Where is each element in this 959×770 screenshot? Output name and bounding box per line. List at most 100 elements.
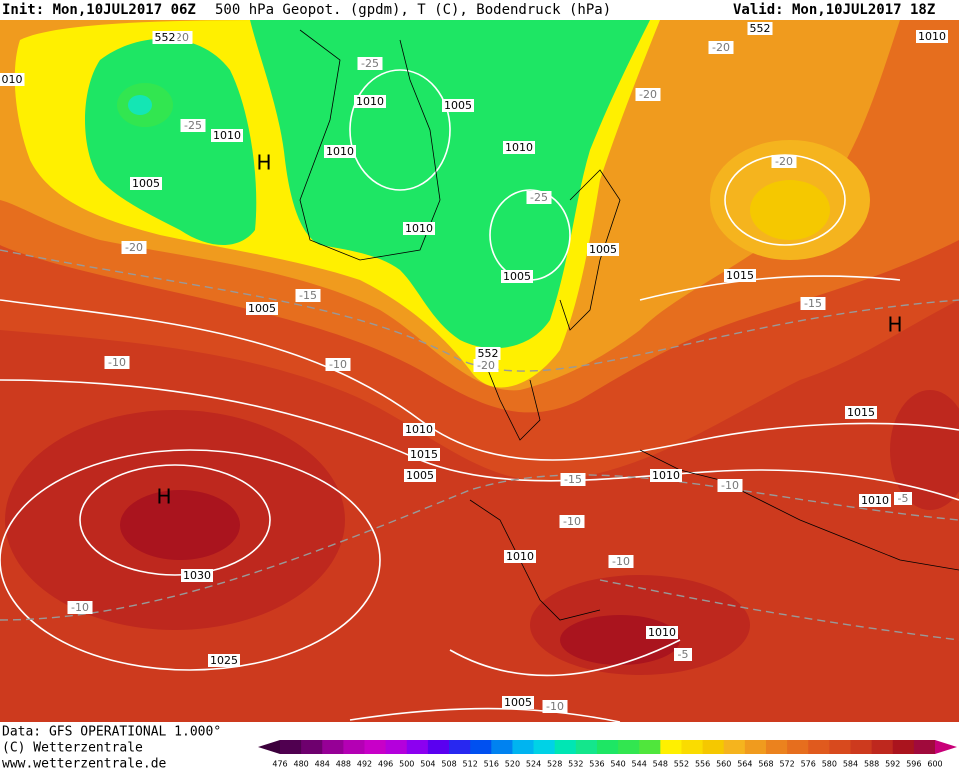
valid-time: Valid: Mon,10JUL2017 18Z bbox=[733, 2, 935, 18]
pressure-label: 1005 bbox=[503, 270, 531, 283]
pressure-label: 1010 bbox=[356, 95, 384, 108]
colorbar-label: 532 bbox=[568, 760, 583, 769]
colorbar-box bbox=[406, 740, 429, 754]
colorbar-box bbox=[343, 740, 366, 754]
pressure-label: 1010 bbox=[506, 550, 534, 563]
colorbar-box bbox=[681, 740, 704, 754]
colorbar-box bbox=[744, 740, 767, 754]
pressure-label: 1005 bbox=[132, 177, 160, 190]
label-box bbox=[916, 30, 948, 43]
label-box bbox=[608, 555, 634, 568]
temperature-label: -25 bbox=[184, 119, 202, 132]
colorbar-box bbox=[385, 740, 408, 754]
colorbar-box bbox=[491, 740, 513, 754]
colorbar-box bbox=[892, 740, 915, 754]
colorbar-box bbox=[301, 740, 323, 754]
label-box bbox=[0, 73, 25, 86]
colorbar-box bbox=[850, 740, 873, 754]
temperature-label: -20 bbox=[125, 241, 143, 254]
colorbar-label: 516 bbox=[484, 760, 499, 769]
label-box bbox=[121, 241, 147, 254]
temperature-label: -10 bbox=[71, 601, 89, 614]
colorbar-box bbox=[596, 740, 619, 754]
pressure-label: 1010 bbox=[648, 626, 676, 639]
label-box bbox=[295, 289, 321, 302]
colorbar-label: 564 bbox=[737, 760, 752, 769]
label-box bbox=[747, 22, 773, 35]
label-box bbox=[357, 57, 383, 70]
colorbar-box bbox=[829, 740, 851, 754]
label-box bbox=[635, 88, 661, 101]
temperature-label: -10 bbox=[329, 358, 347, 371]
label-box bbox=[354, 95, 386, 108]
label-box bbox=[526, 191, 552, 204]
label-box bbox=[408, 448, 440, 461]
colorbar-label: 480 bbox=[293, 760, 308, 769]
colorbar-box bbox=[723, 740, 746, 754]
label-box bbox=[859, 494, 891, 507]
label-box bbox=[442, 99, 474, 112]
high-pressure-marker: H bbox=[156, 485, 171, 509]
pressure-label: 1010 bbox=[918, 30, 946, 43]
colorbar-label: 508 bbox=[441, 760, 456, 769]
colorbar-box bbox=[808, 740, 830, 754]
label-box bbox=[504, 550, 536, 563]
pressure-label: 1010 bbox=[213, 129, 241, 142]
map-title: 500 hPa Geopot. (gpdm), T (C), Bodendruc… bbox=[215, 2, 611, 18]
pressure-label: 010 bbox=[2, 73, 23, 86]
colorbar-label: 592 bbox=[885, 760, 900, 769]
label-box bbox=[717, 479, 743, 492]
colorbar-label: 556 bbox=[695, 760, 710, 769]
pressure-label: 552 bbox=[750, 22, 771, 35]
colorbar-label: 512 bbox=[463, 760, 478, 769]
colorbar-label: 552 bbox=[674, 760, 689, 769]
label-box bbox=[674, 648, 692, 661]
label-box bbox=[130, 177, 162, 190]
temperature-label: -20 bbox=[712, 41, 730, 54]
colorbar-box bbox=[913, 740, 936, 754]
colorbar-label: 496 bbox=[378, 760, 393, 769]
colorbar-label: 500 bbox=[399, 760, 414, 769]
colorbar-label: 588 bbox=[864, 760, 879, 769]
colorbar-label: 580 bbox=[822, 760, 837, 769]
colorbar-label: 560 bbox=[716, 760, 731, 769]
temperature-label: -5 bbox=[898, 492, 909, 505]
label-box bbox=[587, 243, 619, 256]
colorbar-box bbox=[554, 740, 577, 754]
colorbar-label: 548 bbox=[653, 760, 668, 769]
temperature-label: -10 bbox=[612, 555, 630, 568]
pressure-label: 1010 bbox=[405, 423, 433, 436]
colorbar-label: 524 bbox=[526, 760, 541, 769]
colorbar-box bbox=[533, 740, 556, 754]
label-box bbox=[724, 269, 756, 282]
temperature-label: -10 bbox=[721, 479, 739, 492]
pressure-label: 1015 bbox=[726, 269, 754, 282]
colorbar-label: 476 bbox=[272, 760, 287, 769]
temperature-label: -25 bbox=[530, 191, 548, 204]
colorbar-label: 504 bbox=[420, 760, 435, 769]
colorbar-box bbox=[639, 740, 661, 754]
colorbar-label: 484 bbox=[315, 760, 330, 769]
colorbar-box bbox=[702, 740, 725, 754]
temperature-label: -20 bbox=[477, 359, 495, 372]
pressure-label: 552 bbox=[155, 31, 176, 44]
colorbar-box bbox=[280, 740, 302, 754]
colorbar-box bbox=[427, 740, 450, 754]
label-box bbox=[502, 696, 534, 709]
colorbar-box bbox=[470, 740, 492, 754]
pressure-label: 1015 bbox=[847, 406, 875, 419]
colorbar-label: 536 bbox=[589, 760, 604, 769]
temperature-label: -15 bbox=[299, 289, 317, 302]
label-box bbox=[845, 406, 877, 419]
colorbar-label: 544 bbox=[632, 760, 647, 769]
colorbar-label: 596 bbox=[906, 760, 921, 769]
pressure-label: 1010 bbox=[861, 494, 889, 507]
label-box bbox=[180, 119, 206, 132]
label-box bbox=[181, 569, 213, 582]
pressure-label: 1010 bbox=[505, 141, 533, 154]
init-time: Init: Mon,10JUL2017 06Z bbox=[2, 2, 196, 18]
map-labels: -20 552 010 1010 -25 1010 1005 -25 1010 H 1010 1005… bbox=[0, 22, 948, 713]
label-box bbox=[771, 155, 797, 168]
colorbar-label: 488 bbox=[336, 760, 351, 769]
header-bar bbox=[0, 0, 959, 20]
